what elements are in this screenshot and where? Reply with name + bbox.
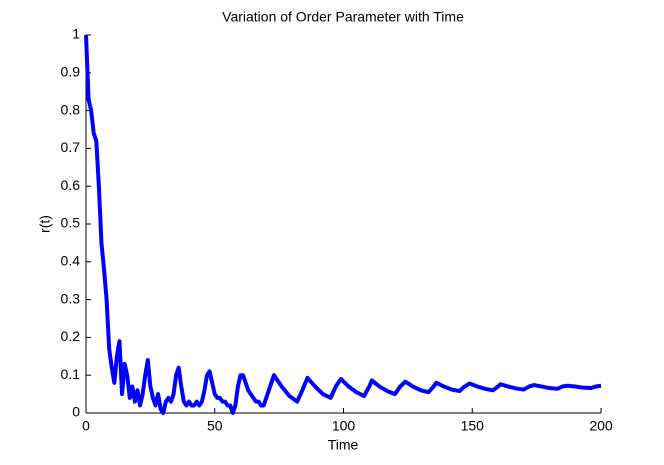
y-tick-label: 0.7 [61, 139, 81, 155]
x-tick-label: 0 [82, 418, 90, 434]
data-line [84, 34, 602, 415]
x-tick-label: 50 [207, 418, 223, 434]
y-tick-label: 0.1 [61, 366, 81, 382]
y-axis-label: r(t) [37, 215, 53, 233]
y-tick-label: 0.5 [61, 215, 81, 231]
y-tick-label: 0.8 [61, 101, 81, 117]
y-tick-label: 0.3 [61, 290, 81, 306]
x-axis-label: Time [328, 437, 359, 453]
y-tick-label: 0 [72, 404, 80, 420]
y-tick-label: 1 [72, 26, 80, 42]
x-tick-label: 100 [332, 418, 356, 434]
y-tick-label: 0.4 [61, 253, 81, 269]
y-tick-label: 0.6 [61, 177, 81, 193]
y-tick-label: 0.9 [61, 64, 81, 80]
y-tick-label: 0.2 [61, 328, 81, 344]
chart-title: Variation of Order Parameter with Time [222, 9, 464, 25]
x-tick-label: 150 [461, 418, 485, 434]
x-tick-label: 200 [589, 418, 613, 434]
